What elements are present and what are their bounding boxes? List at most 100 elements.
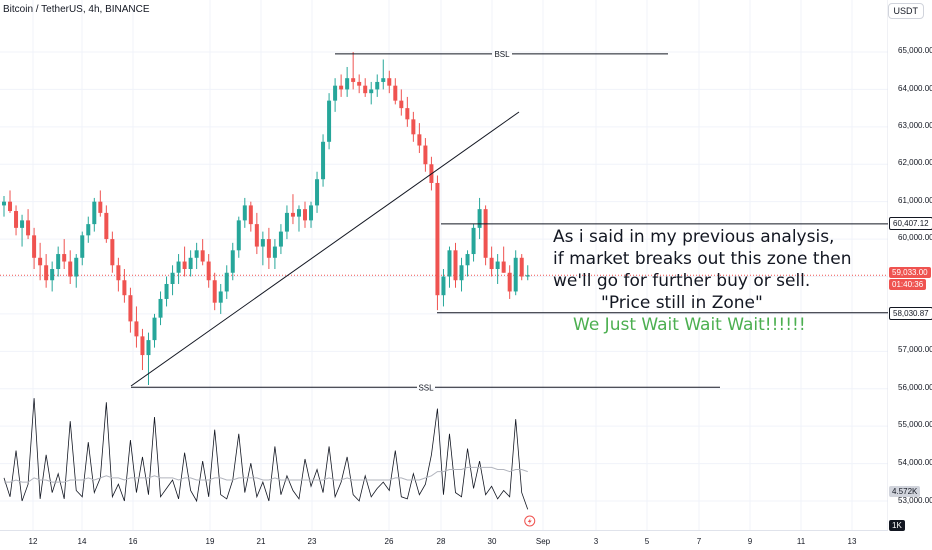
symbol-title[interactable]: Bitcoin / TetherUS, 4h, BINANCE bbox=[3, 4, 150, 15]
candle-bullish bbox=[152, 317, 157, 341]
annotation-line-3: we'll go for further buy or sell. bbox=[553, 271, 811, 291]
candle-bullish bbox=[176, 261, 181, 273]
candle-bearish bbox=[339, 85, 344, 90]
candle-bullish bbox=[375, 81, 380, 90]
candle-bearish bbox=[128, 295, 133, 322]
candle-bullish bbox=[513, 257, 518, 292]
candle-bullish bbox=[146, 340, 151, 356]
volume-ma-tag: 4.572K bbox=[889, 486, 921, 497]
resistance-price-tag: 60,407.12 bbox=[889, 217, 932, 230]
candle-bearish bbox=[405, 108, 410, 120]
candle-bearish bbox=[26, 220, 31, 236]
candle-bullish bbox=[86, 224, 91, 236]
candle-bearish bbox=[290, 212, 295, 217]
candle-bearish bbox=[8, 201, 13, 212]
currency-button[interactable]: USDT bbox=[887, 3, 924, 19]
candle-bearish bbox=[357, 81, 362, 86]
candle-bearish bbox=[200, 250, 205, 262]
candle-bullish bbox=[321, 141, 326, 180]
price-tick: 53,000.00 bbox=[898, 496, 932, 505]
candle-bullish bbox=[260, 239, 265, 247]
candle-bearish bbox=[423, 145, 428, 165]
chart-svg[interactable]: BSL SSL bbox=[0, 0, 888, 530]
time-tick: 3 bbox=[593, 537, 599, 546]
candle-bearish bbox=[134, 321, 139, 337]
time-tick: 14 bbox=[77, 537, 87, 546]
price-tick: 56,000.00 bbox=[898, 383, 932, 392]
analysis-annotation[interactable]: As i said in my previous analysis, if ma… bbox=[553, 226, 852, 336]
candle-bearish bbox=[483, 209, 488, 258]
candle-bearish bbox=[38, 257, 43, 266]
candle-bearish bbox=[453, 250, 458, 281]
candle-bearish bbox=[519, 257, 524, 277]
price-tick: 65,000.00 bbox=[898, 46, 932, 55]
candle-bullish bbox=[80, 235, 85, 258]
candle-bullish bbox=[92, 201, 97, 225]
candle-bullish bbox=[471, 227, 476, 255]
candle-bullish bbox=[230, 250, 235, 273]
ssl-label: SSL bbox=[418, 383, 434, 392]
candle-bullish bbox=[164, 283, 169, 299]
candle-bullish bbox=[284, 212, 289, 232]
time-tick: 9 bbox=[747, 537, 753, 546]
candle-bullish bbox=[495, 261, 500, 270]
candle-bearish bbox=[206, 261, 211, 281]
bsl-label: BSL bbox=[494, 50, 510, 59]
candle-bearish bbox=[32, 235, 37, 258]
candle-bullish bbox=[236, 220, 241, 251]
time-tick: 16 bbox=[128, 537, 138, 546]
price-tick: 55,000.00 bbox=[898, 420, 932, 429]
candle-bullish bbox=[170, 272, 175, 284]
candle-bullish bbox=[465, 254, 470, 266]
candle-bullish bbox=[369, 89, 374, 94]
candle-bearish bbox=[501, 261, 506, 273]
time-tick: 26 bbox=[384, 537, 394, 546]
last-price-tag: 59,033.00 bbox=[889, 267, 931, 278]
candle-bearish bbox=[254, 224, 259, 247]
candle-bearish bbox=[116, 265, 121, 281]
candle-bearish bbox=[387, 78, 392, 86]
candle-bullish bbox=[194, 250, 199, 258]
price-tick: 61,000.00 bbox=[898, 196, 932, 205]
price-tick: 60,000.00 bbox=[898, 233, 932, 242]
candle-bearish bbox=[212, 280, 217, 303]
candle-bullish bbox=[345, 78, 350, 90]
candle-bearish bbox=[393, 85, 398, 101]
candle-countdown-tag: 01:40:36 bbox=[889, 279, 927, 290]
candle-bearish bbox=[266, 239, 271, 258]
candle-bullish bbox=[296, 209, 301, 217]
candle-bullish bbox=[525, 275, 530, 277]
candle-bullish bbox=[477, 209, 482, 228]
candle-bullish bbox=[278, 231, 283, 247]
candle-bearish bbox=[489, 257, 494, 270]
annotation-line-1: As i said in my previous analysis, bbox=[553, 227, 835, 247]
candle-bullish bbox=[188, 257, 193, 270]
chart-canvas[interactable]: BSL SSL bbox=[0, 0, 888, 530]
time-axis[interactable]: 12 14 16 19 21 23 26 28 30 Sep 3 5 7 9 1… bbox=[0, 530, 888, 550]
candle-bearish bbox=[140, 336, 145, 356]
time-tick: 28 bbox=[436, 537, 446, 546]
candle-bearish bbox=[104, 212, 109, 240]
candle-bullish bbox=[309, 205, 314, 221]
price-axis[interactable]: 65,000.00 64,000.00 63,000.00 62,000.00 … bbox=[888, 0, 932, 531]
annotation-line-zone: "Price still in Zone" bbox=[601, 293, 763, 313]
time-tick: 11 bbox=[796, 537, 806, 546]
candle-bearish bbox=[507, 272, 512, 292]
annotation-line-wait: We Just Wait Wait Wait!!!!!! bbox=[573, 315, 806, 335]
time-tick: Sep bbox=[535, 537, 551, 546]
candle-bullish bbox=[2, 201, 6, 206]
candle-bearish bbox=[363, 85, 368, 94]
candle-bullish bbox=[242, 205, 247, 221]
time-tick: 19 bbox=[205, 537, 215, 546]
time-tick: 12 bbox=[28, 537, 38, 546]
candle-bearish bbox=[417, 134, 422, 146]
support-price-tag: 58,030.87 bbox=[889, 307, 932, 320]
candle-bearish bbox=[68, 261, 73, 277]
candle-bullish bbox=[441, 276, 446, 296]
time-tick: 23 bbox=[307, 537, 317, 546]
candle-bearish bbox=[62, 254, 67, 262]
trend-line bbox=[130, 111, 520, 387]
candle-bearish bbox=[303, 209, 307, 221]
candle-bullish bbox=[315, 179, 320, 206]
price-tick: 57,000.00 bbox=[898, 345, 932, 354]
